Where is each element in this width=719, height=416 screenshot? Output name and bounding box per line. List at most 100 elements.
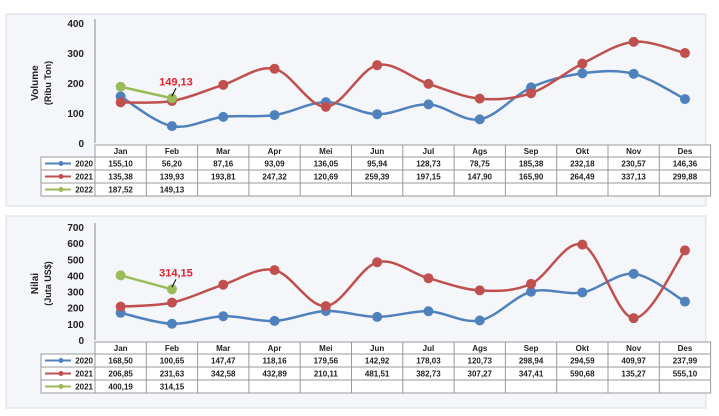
table-cell-value: 187,52 [108, 186, 133, 195]
table-cell-value: 298,94 [519, 357, 544, 366]
category-label: Okt [576, 147, 590, 156]
table-cell-value: 342,58 [211, 370, 236, 379]
table-cell-value: 178,03 [416, 357, 441, 366]
category-label: Ags [472, 147, 488, 156]
data-point-2021 [423, 273, 434, 284]
y-tick-label: 400 [67, 271, 84, 282]
data-point-2021 [372, 257, 383, 268]
legend-label: 2022 [75, 186, 93, 195]
table-cell-value: 120,73 [468, 357, 493, 366]
data-point-2020 [372, 311, 383, 322]
y-tick-label: 300 [67, 49, 84, 60]
table-cell-value: 197,15 [416, 173, 441, 182]
table-cell-value: 337,13 [621, 173, 646, 182]
data-point-2021 [115, 97, 126, 108]
y-tick-label: 100 [67, 109, 84, 120]
table-cell-value: 136,05 [314, 160, 339, 169]
category-label: Mar [216, 147, 230, 156]
category-label: Sep [524, 147, 539, 156]
data-point-2021 [577, 239, 588, 250]
data-point-2020 [628, 68, 639, 79]
table-cell-value: 307,27 [468, 370, 493, 379]
data-point-2021 [320, 101, 331, 112]
category-label: Jun [370, 147, 384, 156]
data-point-2020 [372, 109, 383, 120]
y-tick-label: 200 [67, 304, 84, 315]
category-label: Feb [165, 344, 179, 353]
data-table [40, 156, 712, 197]
series-line-2021 [120, 274, 173, 291]
data-point-2021 [577, 58, 588, 69]
category-label: Des [678, 147, 693, 156]
table-cell-value: 146,36 [673, 160, 698, 169]
data-point-2020 [474, 114, 485, 125]
series-line-2022 [120, 85, 173, 100]
data-point-2021 [526, 278, 537, 289]
table-cell-value: 193,81 [211, 173, 236, 182]
table-cell-value: 128,73 [416, 160, 441, 169]
data-point-2021 [115, 270, 126, 281]
table-cell-value: 135,38 [108, 173, 133, 182]
annotation-arrow [171, 279, 177, 288]
y-tick-label: 400 [67, 19, 84, 30]
table-cell-value: 555,10 [673, 370, 698, 379]
data-point-2020 [577, 68, 588, 79]
data-point-2021 [320, 301, 331, 312]
data-point-2021 [218, 279, 229, 290]
category-label: Sep [524, 344, 539, 353]
data-label-annotation: 314,15 [159, 267, 193, 279]
table-cell-value: 87,16 [213, 160, 234, 169]
data-point-2021 [628, 36, 639, 47]
y-axis-label: Nilai [30, 273, 41, 294]
legend-marker-2021 [58, 371, 64, 376]
table-cell-value: 347,41 [519, 370, 544, 379]
table-cell-value: 93,09 [265, 160, 286, 169]
data-point-2021 [679, 245, 690, 256]
y-tick-label: 0 [78, 336, 84, 347]
legend-marker-2020 [58, 358, 64, 363]
table-cell-value: 210,11 [314, 370, 339, 379]
table-cell-value: 299,88 [673, 173, 698, 182]
legend-label: 2021 [75, 370, 93, 379]
category-label: Jan [114, 147, 128, 156]
y-tick-label: 200 [67, 79, 84, 90]
legend-label: 2020 [75, 357, 93, 366]
table-cell-value: 100,65 [160, 357, 185, 366]
data-point-2022 [166, 93, 177, 104]
category-label: Mei [319, 147, 332, 156]
data-point-2020 [423, 306, 434, 317]
legend-marker-2021 [58, 174, 64, 179]
data-point-2021 [423, 78, 434, 89]
data-point-2021 [269, 63, 280, 74]
table-cell-value: 247,32 [262, 173, 287, 182]
table-cell-value: 232,18 [570, 160, 595, 169]
data-point-2021 [218, 79, 229, 90]
data-point-2020 [218, 311, 229, 322]
category-label: Nov [626, 344, 642, 353]
table-cell-value: 120,69 [314, 173, 339, 182]
legend-label: 2021 [75, 383, 93, 392]
data-point-2021 [628, 313, 639, 324]
data-point-2020 [166, 318, 177, 329]
table-cell-value: 155,10 [108, 160, 133, 169]
data-point-2021 [679, 48, 690, 59]
table-cell-value: 135,27 [621, 370, 646, 379]
table-cell-value: 206,85 [108, 370, 133, 379]
table-cell-value: 147,90 [468, 173, 493, 182]
category-label: Jan [114, 344, 128, 353]
legend-marker-2022 [58, 187, 64, 192]
category-label: Apr [268, 344, 282, 353]
y-tick-label: 300 [67, 288, 84, 299]
data-point-2021 [372, 60, 383, 71]
table-cell-value: 230,57 [621, 160, 646, 169]
table-cell-value: 231,63 [160, 370, 185, 379]
data-point-2020 [577, 287, 588, 298]
data-point-2021 [474, 285, 485, 296]
table-cell-value: 294,59 [570, 357, 595, 366]
category-label: Mei [319, 344, 332, 353]
data-point-2020 [679, 94, 690, 105]
category-label: Okt [576, 344, 590, 353]
table-cell-value: 409,97 [621, 357, 646, 366]
y-axis-label: Volume [30, 65, 41, 101]
